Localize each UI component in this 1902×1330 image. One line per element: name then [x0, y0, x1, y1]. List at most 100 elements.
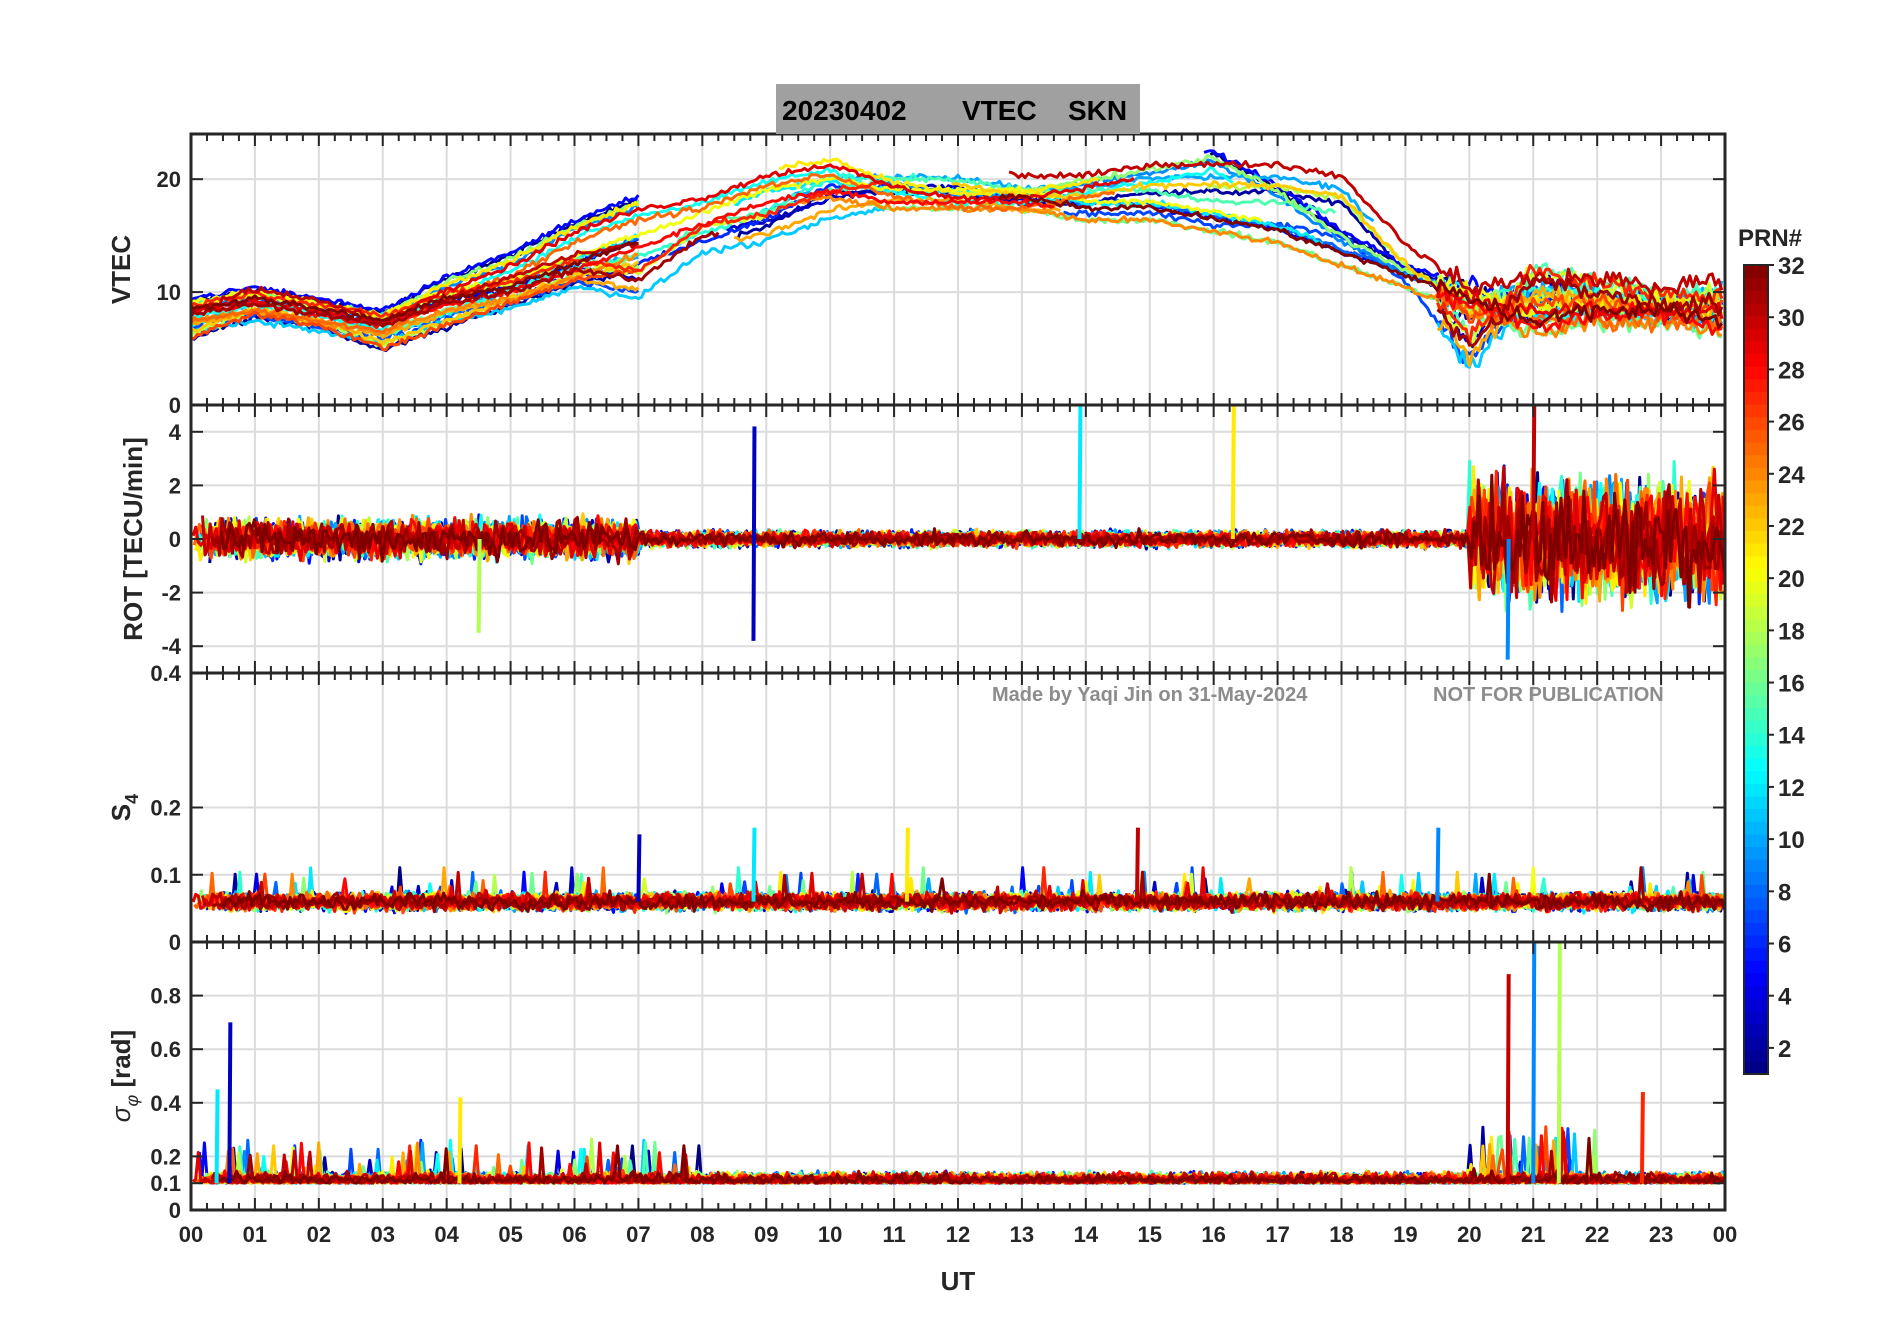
spike-s4: [1435, 827, 1441, 902]
colorbar-swatch: [1744, 795, 1768, 810]
colorbar-swatch: [1744, 808, 1768, 822]
colorbar-tick-label: 20: [1778, 566, 1805, 593]
y-axis-label-sigma_phi: σφ [rad]: [106, 1030, 142, 1122]
colorbar-swatch: [1744, 340, 1768, 354]
colorbar-swatch: [1744, 770, 1768, 784]
x-tick-label: 00: [179, 1222, 203, 1247]
x-tick-label: 14: [1074, 1222, 1099, 1247]
spike-sigma_phi: [1556, 942, 1562, 1184]
colorbar-swatch: [1744, 884, 1768, 898]
y-tick-label: 0: [169, 393, 181, 418]
panel-vtec: 0 10 20 VTEC: [106, 132, 1727, 418]
spike-rot: [476, 538, 482, 633]
colorbar-swatch: [1744, 618, 1768, 633]
colorbar-swatch: [1744, 302, 1768, 317]
x-tick-label: 05: [498, 1222, 522, 1247]
x-tick-label: 01: [243, 1222, 267, 1247]
y-tick-label: 0: [169, 930, 181, 955]
spike-rot: [1531, 405, 1537, 540]
y-axis-label-s4: S4: [106, 794, 142, 821]
panel-s4: 0 0.1 0.2 0.4 S4: [106, 661, 1727, 955]
y-tick-label: 10: [157, 280, 181, 305]
panel-rot-series: [191, 405, 1725, 660]
x-tick-label: 15: [1138, 1222, 1162, 1247]
colorbar-tick-label: 16: [1778, 671, 1805, 698]
colorbar-swatch: [1744, 960, 1768, 974]
colorbar-swatch: [1744, 454, 1768, 468]
colorbar-swatch: [1744, 315, 1768, 329]
colorbar-swatch: [1744, 1010, 1768, 1024]
series-prn-32: [220, 1136, 1725, 1185]
colorbar-swatch: [1744, 707, 1768, 721]
colorbar-tick-label: 4: [1778, 984, 1792, 1011]
series-prn-32: [220, 872, 1725, 913]
colorbar-swatch: [1744, 416, 1768, 430]
spike-s4: [904, 827, 910, 902]
colorbar-tick-label: 28: [1778, 357, 1805, 384]
colorbar-swatch: [1744, 366, 1768, 380]
colorbar-title: PRN#: [1738, 225, 1802, 252]
colorbar-swatch: [1744, 505, 1768, 519]
colorbar-swatch: [1744, 985, 1768, 999]
y-tick-label: 4: [169, 420, 182, 445]
colorbar-swatch: [1744, 479, 1768, 494]
spike-sigma_phi: [214, 1089, 220, 1184]
spike-s4: [1134, 827, 1140, 902]
x-tick-label: 18: [1329, 1222, 1353, 1247]
colorbar-swatch: [1744, 606, 1768, 620]
x-tick-label: 02: [307, 1222, 331, 1247]
colorbar-swatch: [1744, 568, 1768, 582]
y-tick-label: 0.2: [150, 796, 181, 821]
colorbar-frame: [1743, 264, 1769, 1075]
colorbar-swatch: [1744, 897, 1768, 911]
spike-sigma_phi: [1639, 1092, 1645, 1184]
y-tick-label: 0.8: [150, 984, 181, 1009]
panel-sigma_phi-series: [192, 942, 1725, 1185]
colorbar-swatch: [1744, 353, 1768, 367]
colorbar-tick-label: 32: [1778, 253, 1805, 280]
colorbar-swatch: [1744, 758, 1768, 772]
spike-rot: [1505, 538, 1511, 660]
colorbar-tick-label: 10: [1778, 827, 1805, 854]
title-box: [776, 84, 1140, 134]
colorbar-swatch: [1744, 682, 1768, 696]
panel-sigma_phi: 00.10.2 0.4 0.6 0.8 σφ [rad]: [106, 940, 1727, 1223]
y-axis-label-vtec: VTEC: [106, 235, 136, 305]
spike-s4: [751, 827, 757, 902]
colorbar-tick-label: 8: [1778, 879, 1791, 906]
x-tick-label: 19: [1393, 1222, 1417, 1247]
spike-sigma_phi: [1531, 942, 1537, 1184]
colorbar-swatch: [1744, 720, 1768, 734]
colorbar-tick-label: 12: [1778, 775, 1805, 802]
spike-s4: [636, 834, 642, 902]
colorbar-swatch: [1744, 593, 1768, 607]
spike-rot: [1077, 405, 1083, 540]
y-tick-label: 0.1: [150, 863, 181, 888]
colorbar-swatch: [1744, 783, 1768, 797]
colorbar-swatch: [1744, 492, 1768, 506]
x-tick-label: 04: [434, 1222, 459, 1247]
colorbar-tick-label: 14: [1778, 723, 1805, 750]
y-tick-label: 0.1: [150, 1171, 181, 1196]
colorbar-swatch: [1744, 442, 1768, 456]
x-tick-label: 00: [1713, 1222, 1737, 1247]
colorbar-swatch: [1744, 429, 1768, 443]
colorbar-swatch: [1744, 947, 1768, 961]
colorbar-swatch: [1744, 555, 1768, 569]
x-tick-label: 03: [371, 1222, 395, 1247]
colorbar-swatch: [1744, 404, 1768, 418]
x-axis-label: UT: [941, 1266, 976, 1296]
colorbar-swatch: [1744, 669, 1768, 683]
x-tick-label: 23: [1649, 1222, 1673, 1247]
colorbar-swatch: [1744, 694, 1768, 708]
colorbar-swatch: [1744, 391, 1768, 405]
y-tick-label: 0: [169, 527, 181, 552]
colorbar-swatch: [1744, 871, 1768, 885]
spike-sigma_phi: [227, 1022, 233, 1184]
colorbar-swatch: [1744, 1023, 1768, 1037]
x-tick-label: 20: [1457, 1222, 1481, 1247]
series-prn-32: [219, 473, 1725, 609]
watermark-made-by: Made by Yaqi Jin on 31-May-2024: [992, 684, 1308, 706]
colorbar-swatch: [1744, 972, 1768, 987]
